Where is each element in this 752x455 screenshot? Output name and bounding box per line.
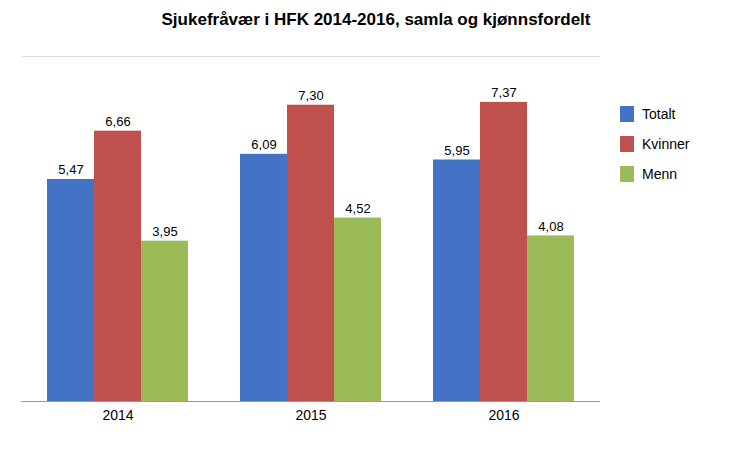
html-text:Totalt: Totalt xyxy=(642,106,676,122)
svg-text:5,47: 5,47 xyxy=(58,162,83,177)
html-text:Menn: Menn xyxy=(642,166,677,182)
svg-text:7,30: 7,30 xyxy=(298,88,323,103)
svg-text:3,95: 3,95 xyxy=(152,224,177,239)
svg-text:2016: 2016 xyxy=(488,407,519,423)
html-text:Sjukefråvær i HFK 2014-2016, s: Sjukefråvær i HFK 2014-2016, samla og kj… xyxy=(161,10,591,29)
html-text:Kvinner: Kvinner xyxy=(642,136,690,152)
svg-text:5,95: 5,95 xyxy=(444,143,469,158)
svg-text:2015: 2015 xyxy=(295,407,326,423)
svg-text:2014: 2014 xyxy=(102,407,133,423)
svg-text:7,37: 7,37 xyxy=(491,85,516,100)
svg-text:6,09: 6,09 xyxy=(251,137,276,152)
svg-text:4,52: 4,52 xyxy=(345,201,370,216)
svg-text:4,08: 4,08 xyxy=(538,219,563,234)
svg-text:6,66: 6,66 xyxy=(105,114,130,129)
